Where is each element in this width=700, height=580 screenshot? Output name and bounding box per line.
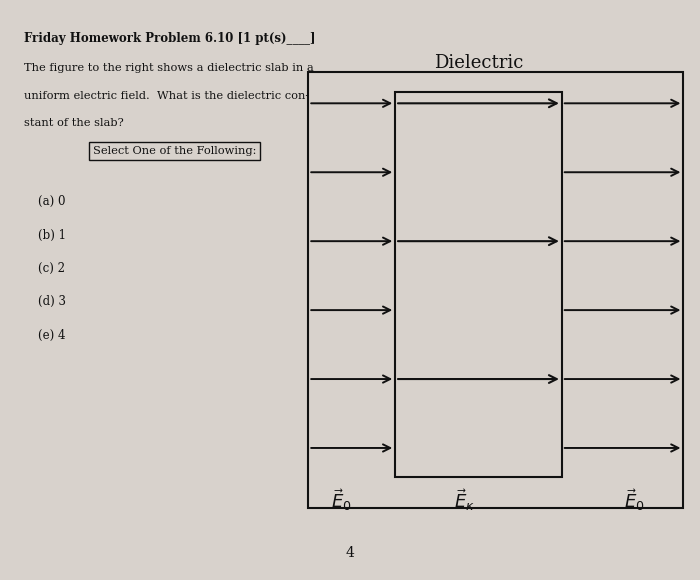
Text: stant of the slab?: stant of the slab? bbox=[24, 118, 123, 128]
Bar bbox=[395, 92, 562, 477]
Text: (a) 0: (a) 0 bbox=[38, 195, 65, 208]
Text: $\vec{E}_\kappa$: $\vec{E}_\kappa$ bbox=[454, 487, 475, 513]
Text: The figure to the right shows a dielectric slab in a: The figure to the right shows a dielectr… bbox=[24, 63, 314, 73]
Text: Friday Homework Problem 6.10 [1 pt(s)____]: Friday Homework Problem 6.10 [1 pt(s)___… bbox=[24, 31, 315, 45]
Text: (e) 4: (e) 4 bbox=[38, 328, 65, 342]
Bar bbox=[308, 72, 683, 508]
Text: (c) 2: (c) 2 bbox=[38, 262, 64, 275]
Text: Dielectric: Dielectric bbox=[434, 54, 523, 72]
Text: uniform electric field.  What is the dielectric con-: uniform electric field. What is the diel… bbox=[24, 90, 309, 101]
Text: (d) 3: (d) 3 bbox=[38, 295, 66, 308]
Text: $\vec{E}_0$: $\vec{E}_0$ bbox=[330, 487, 351, 513]
Text: $\vec{E}_0$: $\vec{E}_0$ bbox=[624, 487, 645, 513]
Text: Select One of the Following:: Select One of the Following: bbox=[93, 146, 256, 157]
Text: 4: 4 bbox=[346, 546, 354, 560]
Text: (b) 1: (b) 1 bbox=[38, 229, 66, 241]
